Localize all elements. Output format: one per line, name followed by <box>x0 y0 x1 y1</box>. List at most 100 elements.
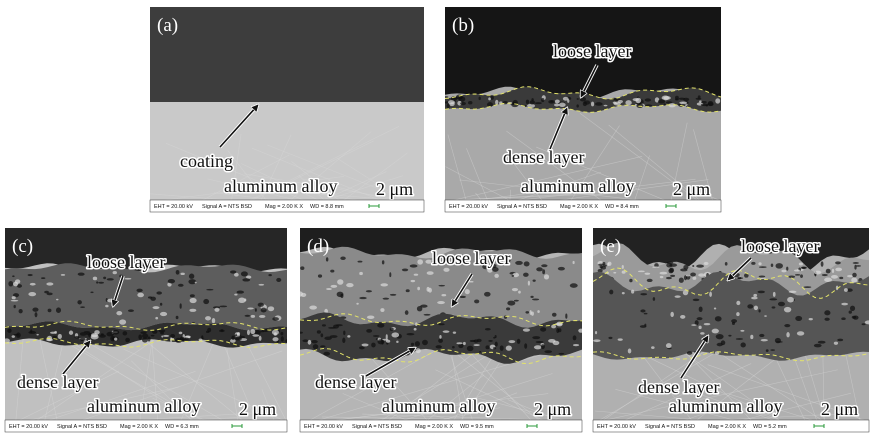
pore <box>715 316 722 321</box>
pore <box>800 274 803 278</box>
pore <box>698 326 701 330</box>
pore <box>631 290 634 294</box>
pore <box>651 346 655 349</box>
pore <box>380 283 388 286</box>
pore <box>13 334 19 336</box>
pore <box>230 270 236 273</box>
pore <box>12 275 15 277</box>
pore <box>679 101 687 104</box>
pore <box>373 335 380 337</box>
info-text: Mag = 2.00 K X <box>120 424 158 430</box>
pore <box>386 340 390 343</box>
pore <box>128 309 134 312</box>
pore <box>493 347 496 349</box>
pore <box>422 340 428 345</box>
pore <box>156 291 162 294</box>
pore <box>839 277 843 279</box>
pore <box>452 346 455 348</box>
pore <box>123 331 128 335</box>
pore <box>414 274 419 276</box>
pore <box>781 270 786 273</box>
pore <box>331 285 338 288</box>
pore <box>106 332 114 337</box>
pore <box>771 263 774 267</box>
pore <box>237 291 244 294</box>
pore <box>558 328 562 332</box>
annotation: dense layer <box>315 372 396 392</box>
pore <box>666 277 672 279</box>
pore <box>653 297 655 301</box>
pore <box>797 331 804 335</box>
pore <box>189 309 196 312</box>
pore <box>254 330 261 335</box>
pore <box>105 305 108 308</box>
pore <box>495 100 498 105</box>
pore <box>317 330 321 333</box>
pore <box>447 104 450 108</box>
pore <box>526 100 529 104</box>
pore <box>789 291 797 293</box>
pore <box>704 262 709 265</box>
pore <box>738 277 741 280</box>
pore <box>533 279 536 281</box>
pore <box>709 292 712 297</box>
pore <box>701 101 707 103</box>
pore <box>231 336 234 340</box>
pore <box>180 303 182 308</box>
pore <box>417 259 423 264</box>
pore <box>238 298 246 304</box>
pore <box>377 339 384 344</box>
pore <box>751 297 758 300</box>
pore <box>8 281 13 287</box>
pore <box>438 285 445 287</box>
pore <box>285 339 288 342</box>
pore <box>251 315 255 318</box>
pore <box>58 334 62 339</box>
pore <box>512 275 515 277</box>
pore <box>195 282 197 284</box>
pore <box>862 323 866 325</box>
pore <box>56 299 59 301</box>
pore <box>535 102 542 104</box>
pore <box>506 307 510 310</box>
pore <box>515 261 523 265</box>
annotation: loose layer <box>87 252 165 272</box>
pore <box>170 334 175 338</box>
pore <box>219 329 225 332</box>
pore <box>69 331 73 335</box>
pore <box>728 335 731 337</box>
pore <box>205 316 211 320</box>
pore <box>340 256 345 259</box>
pore <box>750 335 753 339</box>
pore <box>801 267 807 269</box>
pore <box>390 294 396 296</box>
pore <box>541 344 545 349</box>
pore <box>386 334 388 339</box>
pore <box>147 336 150 341</box>
pore <box>323 352 330 356</box>
pore <box>609 290 613 295</box>
pore <box>565 314 567 319</box>
pore <box>190 294 195 297</box>
pore <box>531 311 534 315</box>
pore <box>465 289 470 294</box>
pore <box>151 335 155 337</box>
pore <box>80 306 85 308</box>
pore <box>778 302 785 307</box>
pore <box>725 262 728 266</box>
pore <box>46 282 53 285</box>
pore <box>474 299 479 303</box>
pore <box>761 339 768 341</box>
pore <box>841 317 845 320</box>
pore <box>570 283 578 288</box>
pore <box>835 268 842 272</box>
pore <box>544 274 549 279</box>
pore <box>851 277 857 282</box>
pore <box>660 276 664 278</box>
pore <box>618 100 623 103</box>
pore <box>427 287 430 292</box>
pore <box>176 316 179 319</box>
pore <box>573 261 575 264</box>
pore <box>160 303 162 306</box>
